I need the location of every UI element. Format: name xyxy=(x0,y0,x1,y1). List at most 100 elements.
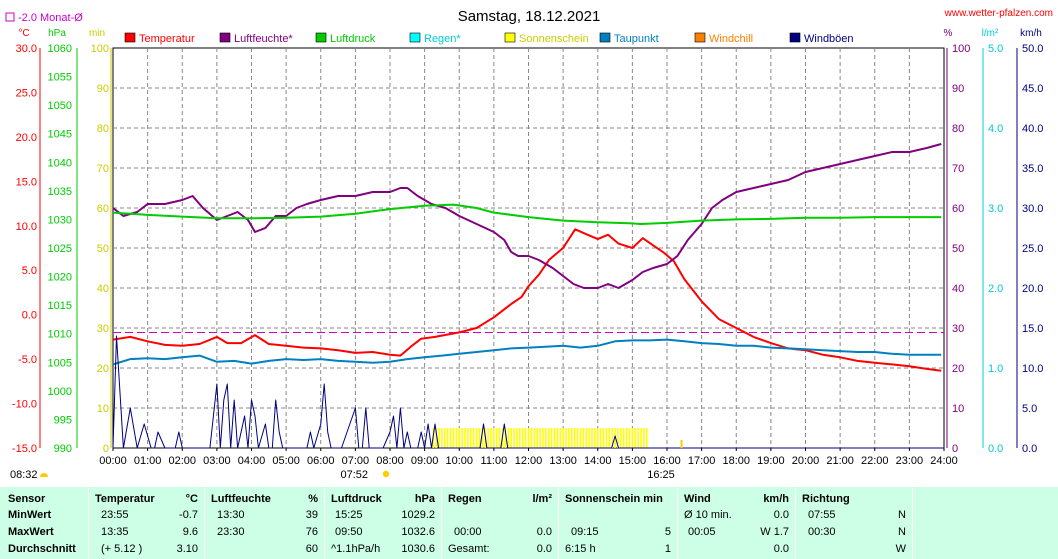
tick-label-rain: 5.0 xyxy=(988,43,1003,55)
x-tick-label: 19:00 xyxy=(757,455,785,467)
tick-label-rain: 1.0 xyxy=(988,363,1003,375)
header-rain-unit: l/m² xyxy=(532,493,552,505)
legend-label: Windchill xyxy=(709,33,753,45)
hum-avg-value: 60 xyxy=(305,543,318,555)
tick-label-humidity: 50 xyxy=(952,243,964,255)
tick-label-pressure: 1005 xyxy=(48,357,72,369)
x-tick-label: 21:00 xyxy=(826,455,854,467)
tick-label-rain: 0.0 xyxy=(988,443,1003,455)
x-tick-label: 09:00 xyxy=(411,455,439,467)
temp-max-time: 13:35 xyxy=(101,526,129,538)
tick-label-humidity: 0 xyxy=(952,443,958,455)
weather-chart: -2.0 Monat-Ø Samstag, 18.12.2021 www.wet… xyxy=(5,8,1053,481)
chart-legend: Temperatur Luftfeuchte* Luftdruck Regen* Son… xyxy=(124,32,854,45)
x-tick-label: 24:00 xyxy=(930,455,958,467)
stats-col-pressure: Luftdruck hPa 15:25 1029.2 09:50 1032.6 … xyxy=(325,487,442,559)
tick-label-temperature: 0.0 xyxy=(22,310,37,322)
tick-label-pressure: 1000 xyxy=(48,386,72,398)
legend-label: Luftdruck xyxy=(330,33,376,45)
tick-label-pressure: 990 xyxy=(54,443,72,455)
tick-label-sunshine: 50 xyxy=(97,243,109,255)
tick-label-rain: 3.0 xyxy=(988,203,1003,215)
press-max-value: 1032.6 xyxy=(401,526,435,538)
tick-label-wind: 20.0 xyxy=(1022,283,1043,295)
tick-label-temperature: -15.0 xyxy=(12,443,37,455)
x-tick-label: 00:00 xyxy=(99,455,127,467)
press-avg-value: 1030.6 xyxy=(401,543,435,555)
tick-label-sunshine: 60 xyxy=(97,203,109,215)
x-axis: 00:00 01:00 02:00 03:00 04:00 05:00 06:00 07:00… xyxy=(99,448,958,467)
unit-min: min xyxy=(89,28,105,39)
press-max-time: 09:50 xyxy=(335,526,363,538)
chart-axes: 30.0 25.0 20.0 15.0 10.0 5.0 0.0 -5.0 -10.0 -15.0… xyxy=(12,43,1044,455)
wind-max-value: W 1.7 xyxy=(760,526,789,538)
legend-label: Regen* xyxy=(424,33,461,45)
sun-avg-value: 1 xyxy=(664,543,671,555)
series-line-taupunkt xyxy=(112,338,942,366)
day-start-time: 08:32 xyxy=(10,469,38,481)
sunrise-icon xyxy=(382,470,390,478)
legend-swatch xyxy=(504,32,516,43)
dir-min-value: N xyxy=(898,509,906,521)
stats-col-rain: Regen l/m² 00:00 0.0 Gesamt: 0.0 xyxy=(442,487,559,559)
tick-label-humidity: 80 xyxy=(952,123,964,135)
press-min-time: 15:25 xyxy=(335,509,363,521)
tick-label-temperature: 10.0 xyxy=(16,221,37,233)
header-wind: Wind xyxy=(684,493,711,505)
tick-label-temperature: 30.0 xyxy=(16,43,37,55)
dir-max-value: N xyxy=(898,526,906,538)
x-tick-label: 15:00 xyxy=(619,455,647,467)
hum-min-time: 13:30 xyxy=(217,509,245,521)
wind-min-value: 0.0 xyxy=(773,509,789,521)
x-tick-label: 02:00 xyxy=(168,455,196,467)
tick-label-temperature: 5.0 xyxy=(22,265,37,277)
tick-label-humidity: 90 xyxy=(952,83,964,95)
tick-label-humidity: 30 xyxy=(952,323,964,335)
header-sensor: Sensor xyxy=(8,493,46,505)
tick-label-pressure: 1030 xyxy=(48,214,72,226)
legend-swatch xyxy=(409,32,421,43)
x-tick-label: 06:00 xyxy=(307,455,335,467)
tick-label-wind: 50.0 xyxy=(1022,43,1043,55)
legend-swatch xyxy=(694,32,706,43)
tick-label-pressure: 1060 xyxy=(48,43,72,55)
temp-min-value: -0.7 xyxy=(179,509,198,521)
x-tick-label: 05:00 xyxy=(272,455,300,467)
tick-label-pressure: 1025 xyxy=(48,243,72,255)
site-link[interactable]: www.wetter-pfalzen.com xyxy=(944,8,1053,19)
legend-label: Taupunkt xyxy=(614,33,659,45)
header-pressure-unit: hPa xyxy=(414,493,435,505)
daylight-icon xyxy=(40,473,48,477)
tick-label-sunshine: 90 xyxy=(97,83,109,95)
x-tick-label: 12:00 xyxy=(515,455,543,467)
series-line-windböen xyxy=(112,335,944,449)
x-tick-label: 14:00 xyxy=(584,455,612,467)
legend-swatch xyxy=(124,32,136,43)
sun-max-time: 09:15 xyxy=(571,526,599,538)
sun-total-hours: 6:15 h xyxy=(565,543,596,555)
x-tick-label: 16:00 xyxy=(653,455,681,467)
x-tick-label: 11:00 xyxy=(481,455,508,467)
tick-label-sunshine: 80 xyxy=(97,123,109,135)
dir-min-time: 07:55 xyxy=(808,509,836,521)
chart-title: Samstag, 18.12.2021 xyxy=(458,8,601,25)
tick-label-wind: 40.0 xyxy=(1022,123,1043,135)
legend-label: Windböen xyxy=(804,33,854,45)
legend-swatch xyxy=(219,32,231,43)
tick-label-sunshine: 70 xyxy=(97,163,109,175)
tick-label-pressure: 995 xyxy=(54,414,72,426)
tick-label-pressure: 1040 xyxy=(48,157,72,169)
tick-label-wind: 45.0 xyxy=(1022,83,1043,95)
tick-label-pressure: 1050 xyxy=(48,100,72,112)
stats-col-sunshine: Sonnenschein min 09:15 5 6:15 h 1 xyxy=(559,487,678,559)
x-tick-label: 18:00 xyxy=(722,455,750,467)
tick-label-wind: 10.0 xyxy=(1022,363,1043,375)
header-humidity: Luftfeuchte xyxy=(211,493,271,505)
unit-percent: % xyxy=(944,28,953,39)
x-tick-label: 23:00 xyxy=(896,455,924,467)
tick-label-pressure: 1045 xyxy=(48,129,72,141)
temp-min-time: 23:55 xyxy=(101,509,129,521)
unit-celsius: °C xyxy=(18,28,29,39)
x-tick-label: 01:00 xyxy=(134,455,162,467)
tick-label-sunshine: 30 xyxy=(97,323,109,335)
